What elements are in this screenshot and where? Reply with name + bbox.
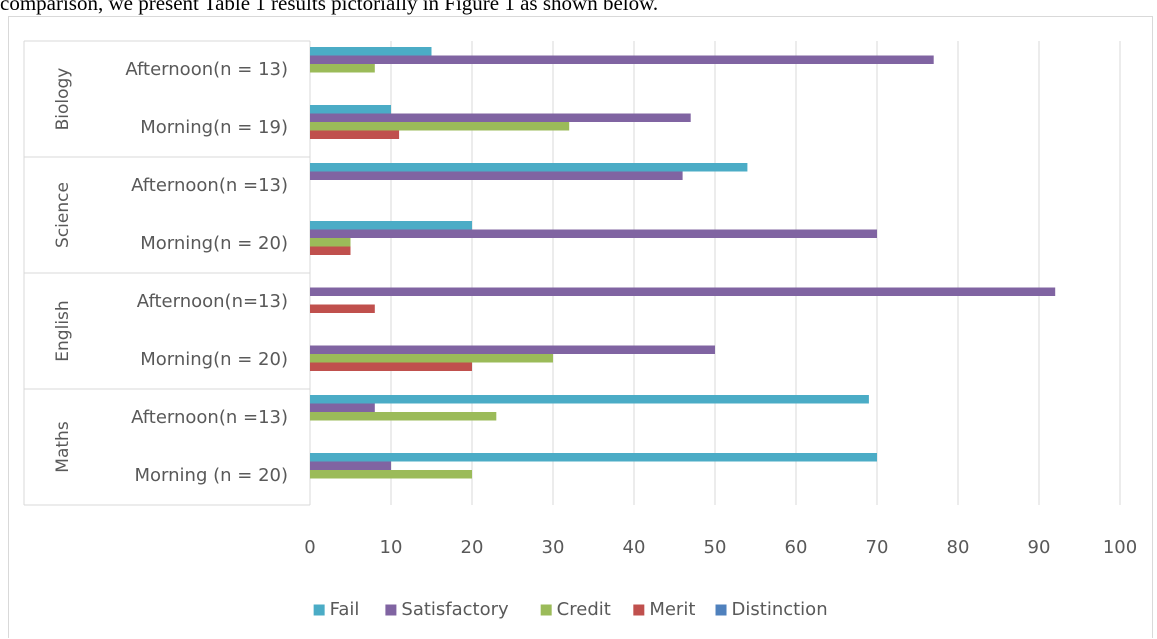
bar-merit — [310, 246, 351, 255]
bar-credit — [310, 354, 553, 363]
legend-label: Distinction — [732, 599, 828, 620]
category-label: Afternoon(n =13) — [131, 407, 288, 428]
bar-satisfactory — [310, 403, 375, 412]
group-label: English — [53, 300, 73, 361]
x-tick-label: 40 — [623, 537, 646, 558]
bar-merit — [310, 130, 400, 139]
bar-satisfactory — [310, 171, 683, 180]
legend-label: Satisfactory — [401, 599, 509, 620]
bar-satisfactory — [310, 229, 877, 238]
category-label: Afternoon(n = 13) — [125, 59, 288, 80]
bar-credit — [310, 470, 472, 479]
group-label: Biology — [53, 68, 73, 131]
x-tick-label: 100 — [1103, 537, 1137, 558]
category-label: Morning (n = 20) — [135, 465, 288, 486]
bar-fail — [310, 105, 391, 114]
x-tick-label: 60 — [785, 537, 808, 558]
bar-satisfactory — [310, 113, 691, 122]
legend-swatch — [633, 604, 645, 616]
bar-merit — [310, 304, 375, 313]
bar-satisfactory — [310, 55, 934, 64]
x-tick-label: 20 — [461, 537, 484, 558]
category-label: Morning(n = 19) — [140, 117, 288, 138]
category-label: Afternoon(n =13) — [131, 175, 288, 196]
category-label: Morning(n = 20) — [140, 349, 288, 370]
group-label: Science — [53, 182, 73, 248]
bar-fail — [310, 453, 877, 462]
legend-label: Fail — [330, 599, 360, 620]
caption-text: comparison, we present Table 1 results p… — [0, 0, 659, 15]
bar-fail — [310, 221, 472, 230]
x-tick-label: 0 — [304, 537, 315, 558]
bar-credit — [310, 238, 351, 247]
bar-credit — [310, 122, 570, 131]
x-tick-label: 70 — [866, 537, 889, 558]
legend-swatch — [540, 604, 552, 616]
x-tick-label: 30 — [542, 537, 565, 558]
bar-satisfactory — [310, 345, 715, 354]
bar-satisfactory — [310, 287, 1056, 296]
category-label: Afternoon(n=13) — [137, 291, 288, 312]
bar-fail — [310, 395, 869, 404]
legend-label: Credit — [557, 599, 611, 620]
x-tick-label: 80 — [947, 537, 970, 558]
legend-label: Merit — [649, 599, 695, 620]
bar-satisfactory — [310, 461, 391, 470]
category-label: Morning(n = 20) — [140, 233, 288, 254]
group-label: Maths — [53, 421, 73, 473]
x-tick-label: 10 — [380, 537, 403, 558]
bar-credit — [310, 64, 375, 73]
x-tick-label: 90 — [1028, 537, 1051, 558]
x-tick-label: 50 — [704, 537, 727, 558]
bar-fail — [310, 163, 748, 172]
chart-frame — [8, 16, 1153, 638]
legend-swatch — [313, 604, 325, 616]
bar-fail — [310, 47, 432, 56]
bar-merit — [310, 362, 472, 371]
bar-credit — [310, 412, 497, 421]
legend-swatch — [715, 604, 727, 616]
legend-swatch — [385, 604, 397, 616]
